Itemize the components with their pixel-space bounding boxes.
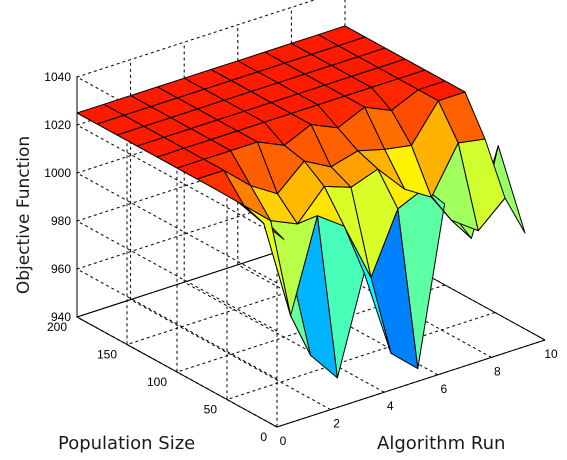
surface-patch-8-0	[76, 103, 125, 125]
axis-edge-0	[276, 339, 546, 428]
x-tick-label: 4	[387, 399, 394, 413]
z-tick-label: 1000	[44, 166, 71, 180]
axis-edge-1	[76, 316, 278, 428]
z-tick-label: 940	[51, 310, 71, 324]
x-tick-label: 10	[544, 347, 558, 361]
surface-mesh	[76, 25, 526, 379]
x-tick-label: 0	[280, 434, 287, 448]
y-tick-label: 200	[47, 320, 67, 334]
x-axis-label: Algorithm Run	[377, 433, 505, 454]
y-axis-label: Population Size	[58, 433, 195, 454]
y-tick-label: 0	[260, 430, 267, 444]
z-tick-label: 1040	[44, 70, 71, 84]
z-tick-label: 1020	[44, 118, 71, 132]
z-tick-label: 960	[51, 262, 71, 276]
y-tick-label: 100	[147, 375, 167, 389]
y-tick-label: 50	[204, 403, 218, 417]
x-tick-label: 8	[494, 364, 501, 378]
x-tick-label: 2	[333, 417, 340, 431]
y-tick-label: 150	[97, 348, 117, 362]
x-tick-label: 6	[440, 382, 447, 396]
z-axis-label: Objective Function	[14, 136, 34, 294]
z-tick-label: 980	[51, 214, 71, 228]
